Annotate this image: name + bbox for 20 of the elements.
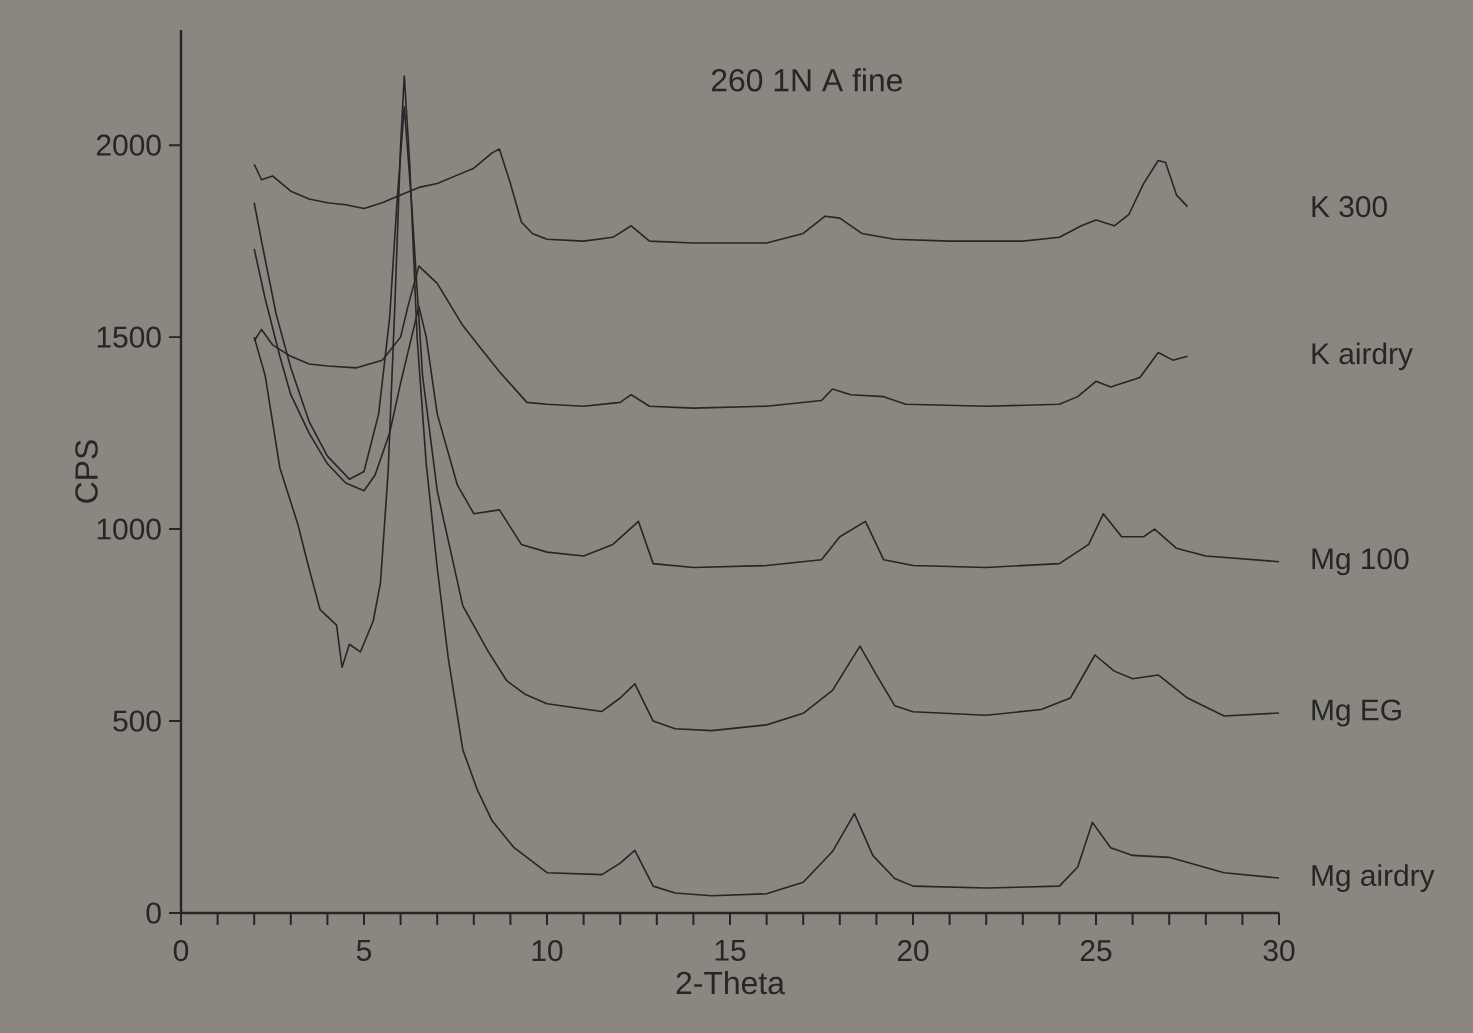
y-tick-label: 1000: [97, 518, 161, 540]
x-axis-title: 2-Theta: [676, 970, 785, 995]
series-label: Mg airdry: [1312, 864, 1435, 892]
x-tick-label: 25: [1080, 940, 1112, 962]
y-axis-title: CPS: [75, 440, 98, 503]
x-tick-label: 20: [897, 940, 929, 962]
y-tick-label: 0: [146, 902, 161, 924]
x-tick-label: 10: [532, 940, 563, 962]
x-tick-label: 15: [715, 940, 746, 961]
y-tick-label: 2000: [96, 134, 161, 156]
y-tick-label: 500: [113, 710, 161, 732]
x-tick-label: 30: [1263, 940, 1295, 962]
series-label: Mg EG: [1312, 699, 1401, 727]
series-label: Mg 100: [1312, 548, 1409, 576]
text: 260 1N A fine: [711, 68, 902, 92]
text: K 300: [1312, 196, 1387, 218]
y-tick-label: 1500: [97, 326, 161, 348]
x-tick-label: 5: [356, 940, 372, 961]
text: K airdry: [1312, 342, 1413, 371]
x-tick-label: 0: [173, 940, 189, 962]
